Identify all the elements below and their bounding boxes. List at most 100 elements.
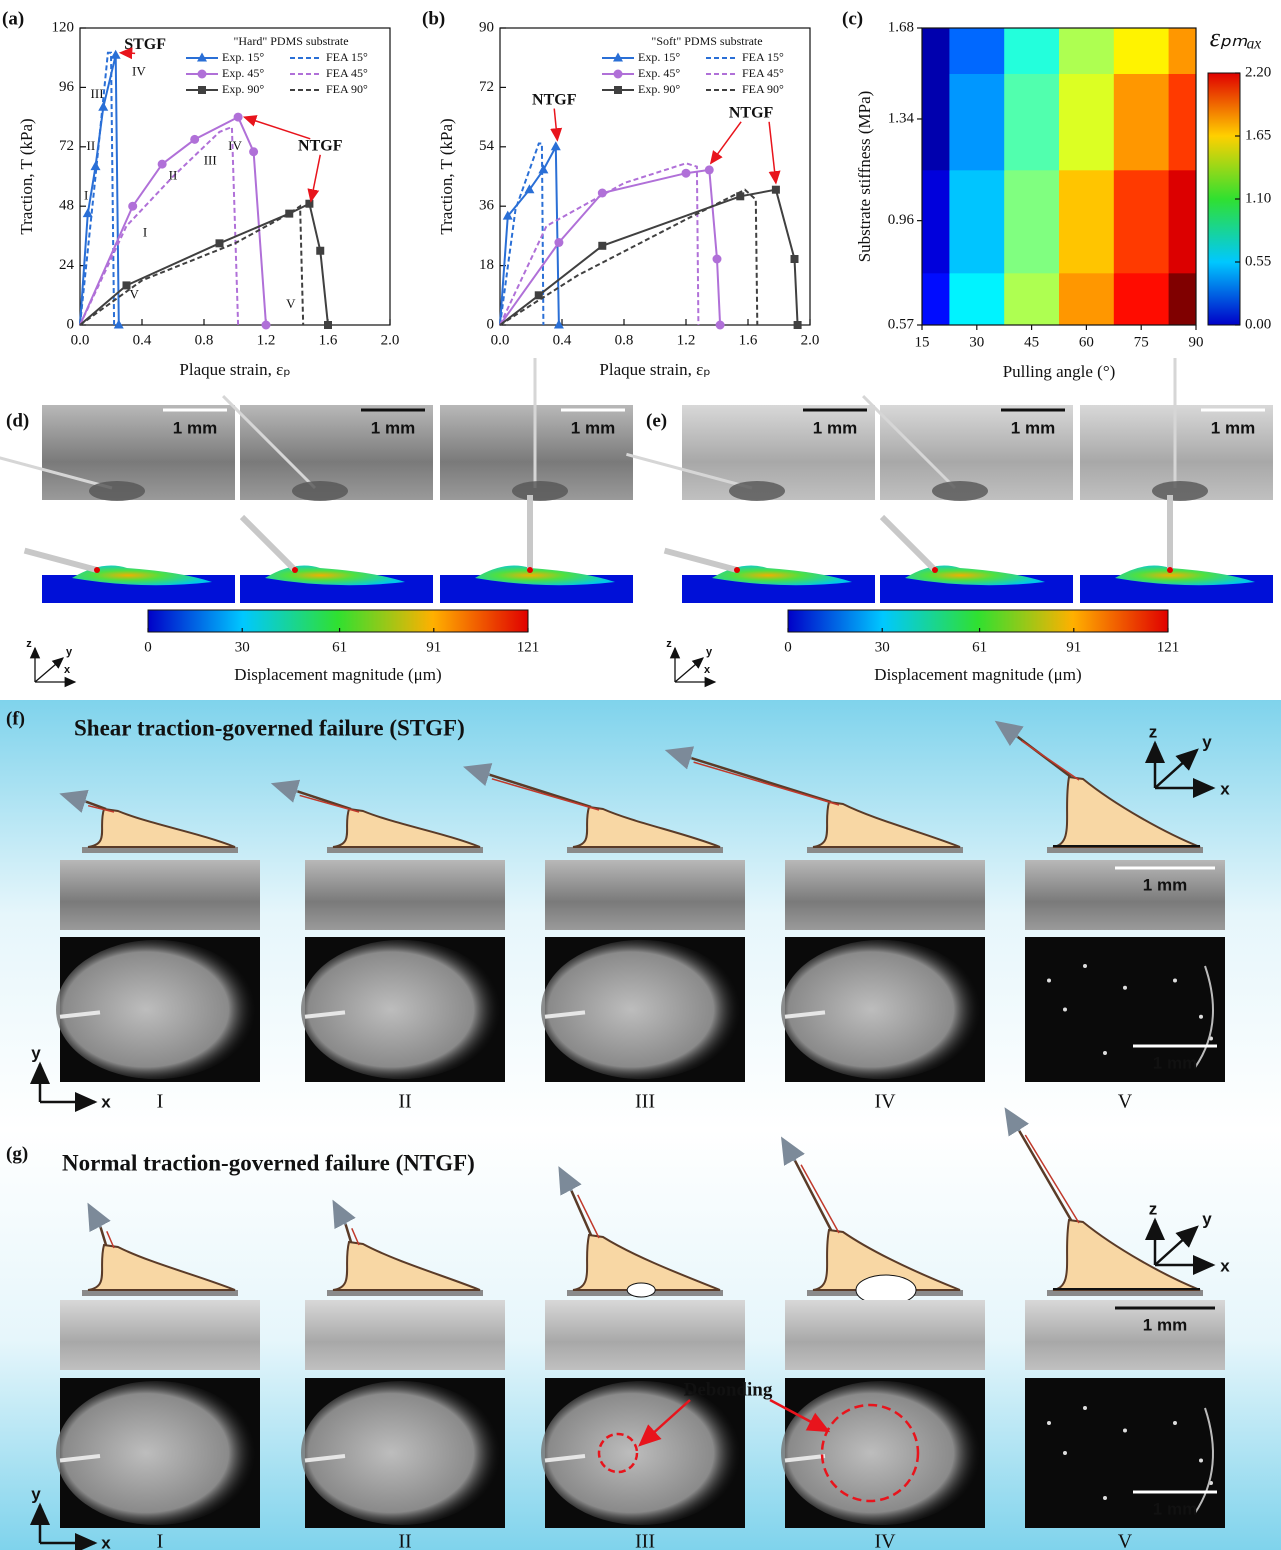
- annotation: NTGF: [532, 91, 577, 108]
- speck: [1047, 979, 1051, 983]
- scale-bar-label: 1 mm: [371, 418, 415, 437]
- annotation: IV: [228, 138, 242, 153]
- colorbar-tick-label: 61: [972, 639, 987, 655]
- speck: [1199, 1459, 1203, 1463]
- figure: (a)0.00.40.81.21.62.0024487296120Plaque …: [0, 0, 1281, 1550]
- annotation: III: [91, 86, 104, 101]
- axis-letter: x: [64, 664, 71, 676]
- axis-arrow: [35, 658, 63, 682]
- annotation: I: [84, 187, 88, 202]
- legend-label: FEA 15°: [326, 50, 368, 64]
- photo: [305, 860, 505, 930]
- fea-fiber: [882, 517, 935, 570]
- photo: [545, 860, 745, 930]
- speck: [1173, 1421, 1177, 1425]
- legend-marker: [198, 70, 207, 79]
- plaque-top: [56, 940, 256, 1079]
- stage-label: II: [398, 1531, 411, 1550]
- y-tick-label: 24: [59, 257, 75, 273]
- x-tick-label: 1.6: [739, 332, 758, 348]
- y-axis-label: Traction, T (kPa): [17, 118, 36, 234]
- data-point: [158, 160, 167, 169]
- fea-hotspot: [527, 567, 533, 573]
- colorbar-tick-label: 0: [784, 639, 792, 655]
- fea-hotspot: [932, 567, 938, 573]
- colorbar-tick-label: 1.10: [1245, 190, 1271, 206]
- speck: [1123, 1429, 1127, 1433]
- stage-label: V: [1118, 1091, 1133, 1113]
- x-axis-label: Plaque strain, εₚ: [599, 360, 710, 379]
- x-tick-label: 30: [969, 334, 984, 350]
- plaque-top: [781, 940, 981, 1079]
- panel-label: (e): [646, 410, 667, 431]
- heatmap-cell: [949, 170, 1004, 274]
- data-point: [538, 164, 548, 173]
- plaque: [729, 481, 785, 501]
- heatmap-cell: [1004, 170, 1059, 274]
- speck: [1103, 1496, 1107, 1500]
- colorbar-tick-label: 61: [332, 639, 347, 655]
- plaque: [292, 481, 348, 501]
- y-tick-label: 36: [479, 198, 495, 214]
- heatmap-cell: [1004, 73, 1059, 170]
- scale-bar-label: 1 mm: [1143, 1315, 1187, 1334]
- colorbar-title: εₚₘₐₓ: [1210, 23, 1263, 52]
- x-tick-label: 15: [915, 334, 930, 350]
- heatmap-cell: [922, 73, 950, 170]
- heatmap-cell: [922, 170, 950, 274]
- panel-title: Normal traction-governed failure (NTGF): [62, 1150, 475, 1175]
- x-tick-label: 0.8: [195, 332, 214, 348]
- heatmap-cell: [949, 73, 1004, 170]
- legend-title: "Hard" PDMS substrate: [233, 34, 348, 48]
- legend-label: Exp. 45°: [638, 66, 680, 80]
- speck: [1103, 1051, 1107, 1055]
- axis-letter: y: [1202, 732, 1212, 751]
- heatmap-cell: [1059, 28, 1114, 74]
- x-tick-label: 0.0: [491, 332, 510, 348]
- legend-label: Exp. 15°: [638, 50, 680, 64]
- y-tick-label: 0.57: [888, 316, 915, 332]
- y-tick-label: 72: [59, 138, 74, 154]
- axis-letter: x: [704, 664, 711, 676]
- speck: [1083, 964, 1087, 968]
- plaque: [89, 481, 145, 501]
- data-point: [772, 186, 780, 194]
- legend-label: FEA 90°: [326, 82, 368, 96]
- series-line: [500, 147, 559, 325]
- colorbar-tick-label: 1.65: [1245, 127, 1271, 143]
- x-tick-label: 1.2: [257, 332, 276, 348]
- colorbar-tick-label: 30: [875, 639, 890, 655]
- data-point: [305, 200, 313, 208]
- annotation: II: [87, 138, 96, 153]
- data-point: [190, 135, 199, 144]
- fea-fiber: [242, 517, 295, 570]
- plaque-top: [301, 940, 501, 1079]
- x-axis-label: Pulling angle (°): [1003, 362, 1116, 381]
- heatmap-cell: [1004, 28, 1059, 74]
- scale-bar-label: 1 mm: [1153, 1499, 1197, 1518]
- data-point: [128, 202, 137, 211]
- photo: [545, 1300, 745, 1370]
- colorbar-tick-label: 2.20: [1245, 64, 1271, 80]
- data-point: [249, 147, 258, 156]
- plaque-top: [781, 1381, 981, 1525]
- y-tick-label: 48: [59, 198, 74, 214]
- stage-label: III: [635, 1531, 655, 1550]
- data-point: [791, 255, 799, 263]
- colorbar-tick-label: 121: [1157, 639, 1180, 655]
- legend-label: FEA 45°: [742, 66, 784, 80]
- data-point: [713, 255, 722, 264]
- axis-arrow: [675, 658, 703, 682]
- speck: [1063, 1451, 1067, 1455]
- fea-hotspot: [94, 567, 100, 573]
- axis-letter: y: [31, 1043, 41, 1062]
- annotation-arrow: [120, 53, 135, 54]
- data-point: [114, 320, 124, 329]
- fea-hotspot: [734, 567, 740, 573]
- scale-bar-label: 1 mm: [571, 418, 615, 437]
- heatmap-cell: [1169, 273, 1197, 326]
- speck: [1063, 1008, 1067, 1012]
- annotation: NTGF: [729, 104, 774, 121]
- heatmap-cell: [1059, 73, 1114, 170]
- heatmap-cell: [922, 28, 950, 74]
